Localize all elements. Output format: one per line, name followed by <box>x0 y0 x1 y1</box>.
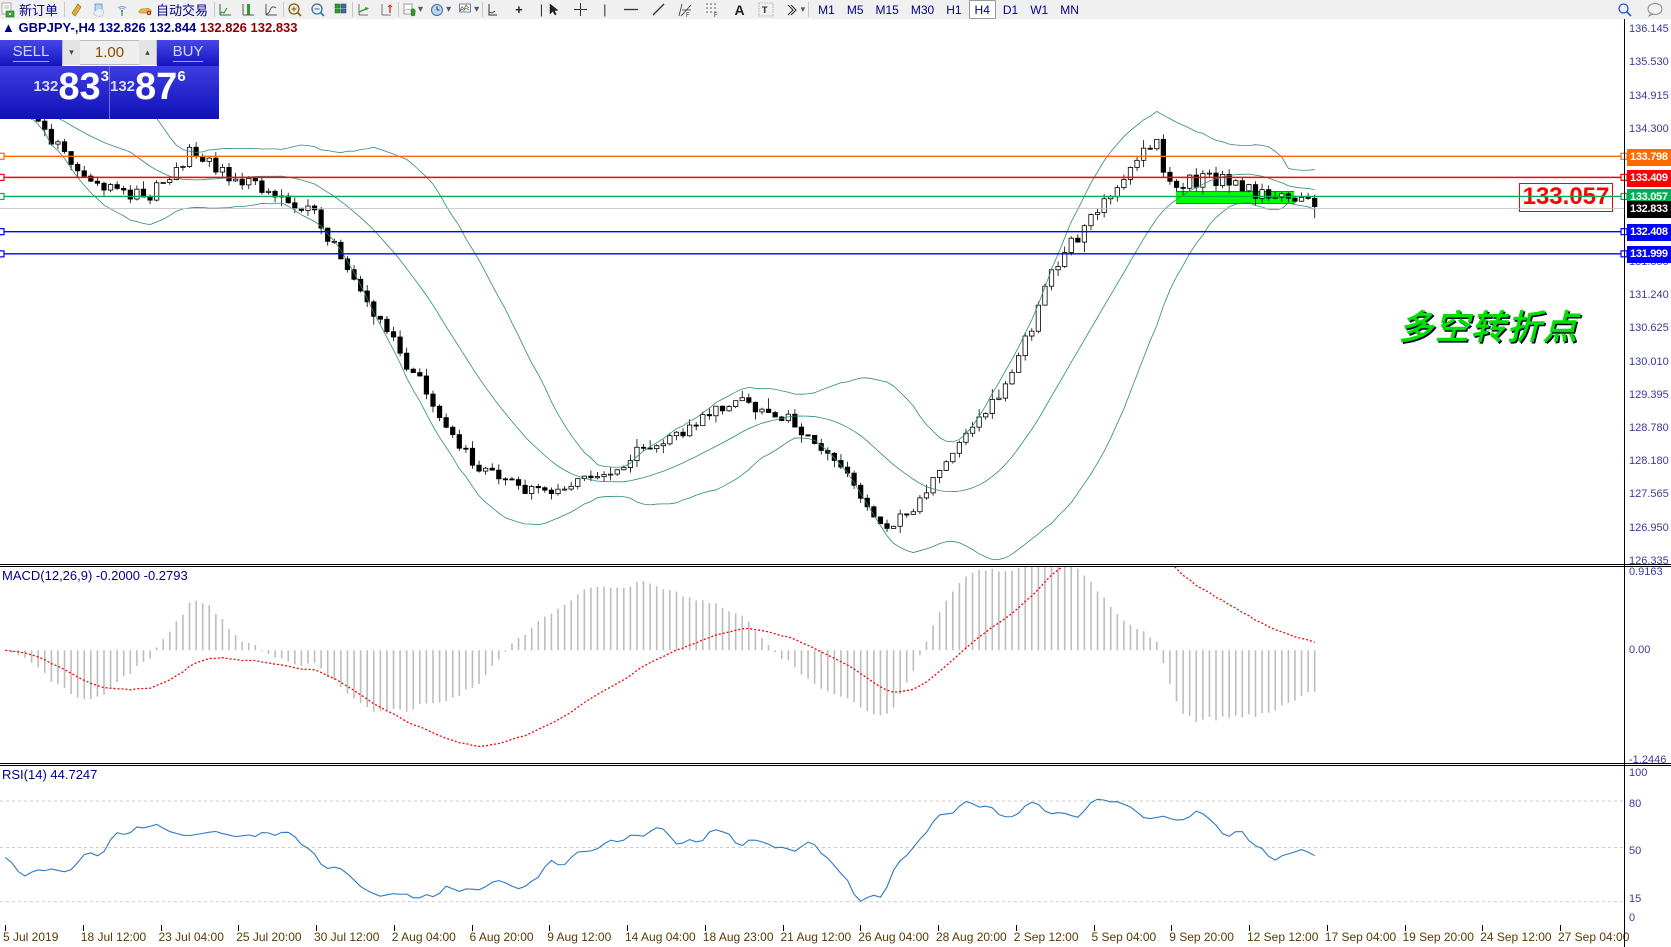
svg-text:F: F <box>686 13 690 18</box>
svg-text:T: T <box>762 5 768 15</box>
svg-text:F: F <box>714 13 718 18</box>
